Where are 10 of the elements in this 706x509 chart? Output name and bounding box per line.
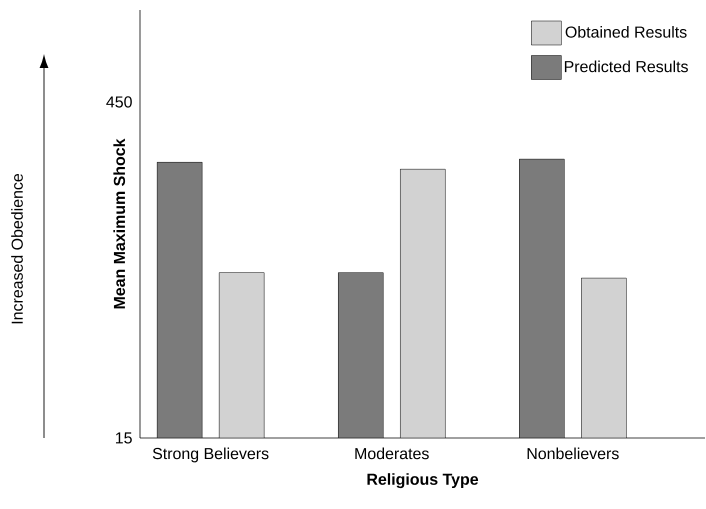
x-tick-label: Moderates bbox=[355, 448, 429, 460]
y-tick-label: 450 bbox=[106, 96, 132, 108]
y-tick-label: 15 bbox=[116, 432, 132, 444]
x-tick-label: Nonbelievers bbox=[528, 448, 619, 460]
x-axis-title: Religious Type bbox=[367, 473, 478, 488]
x-tick-label: Strong Believers bbox=[152, 448, 268, 462]
legend-label: Predicted Results bbox=[564, 60, 688, 72]
y-axis-title: Mean Maximum Shock bbox=[113, 138, 126, 308]
text: Increased Obedience bbox=[11, 174, 23, 324]
legend-label: Obtained Results bbox=[566, 26, 687, 38]
